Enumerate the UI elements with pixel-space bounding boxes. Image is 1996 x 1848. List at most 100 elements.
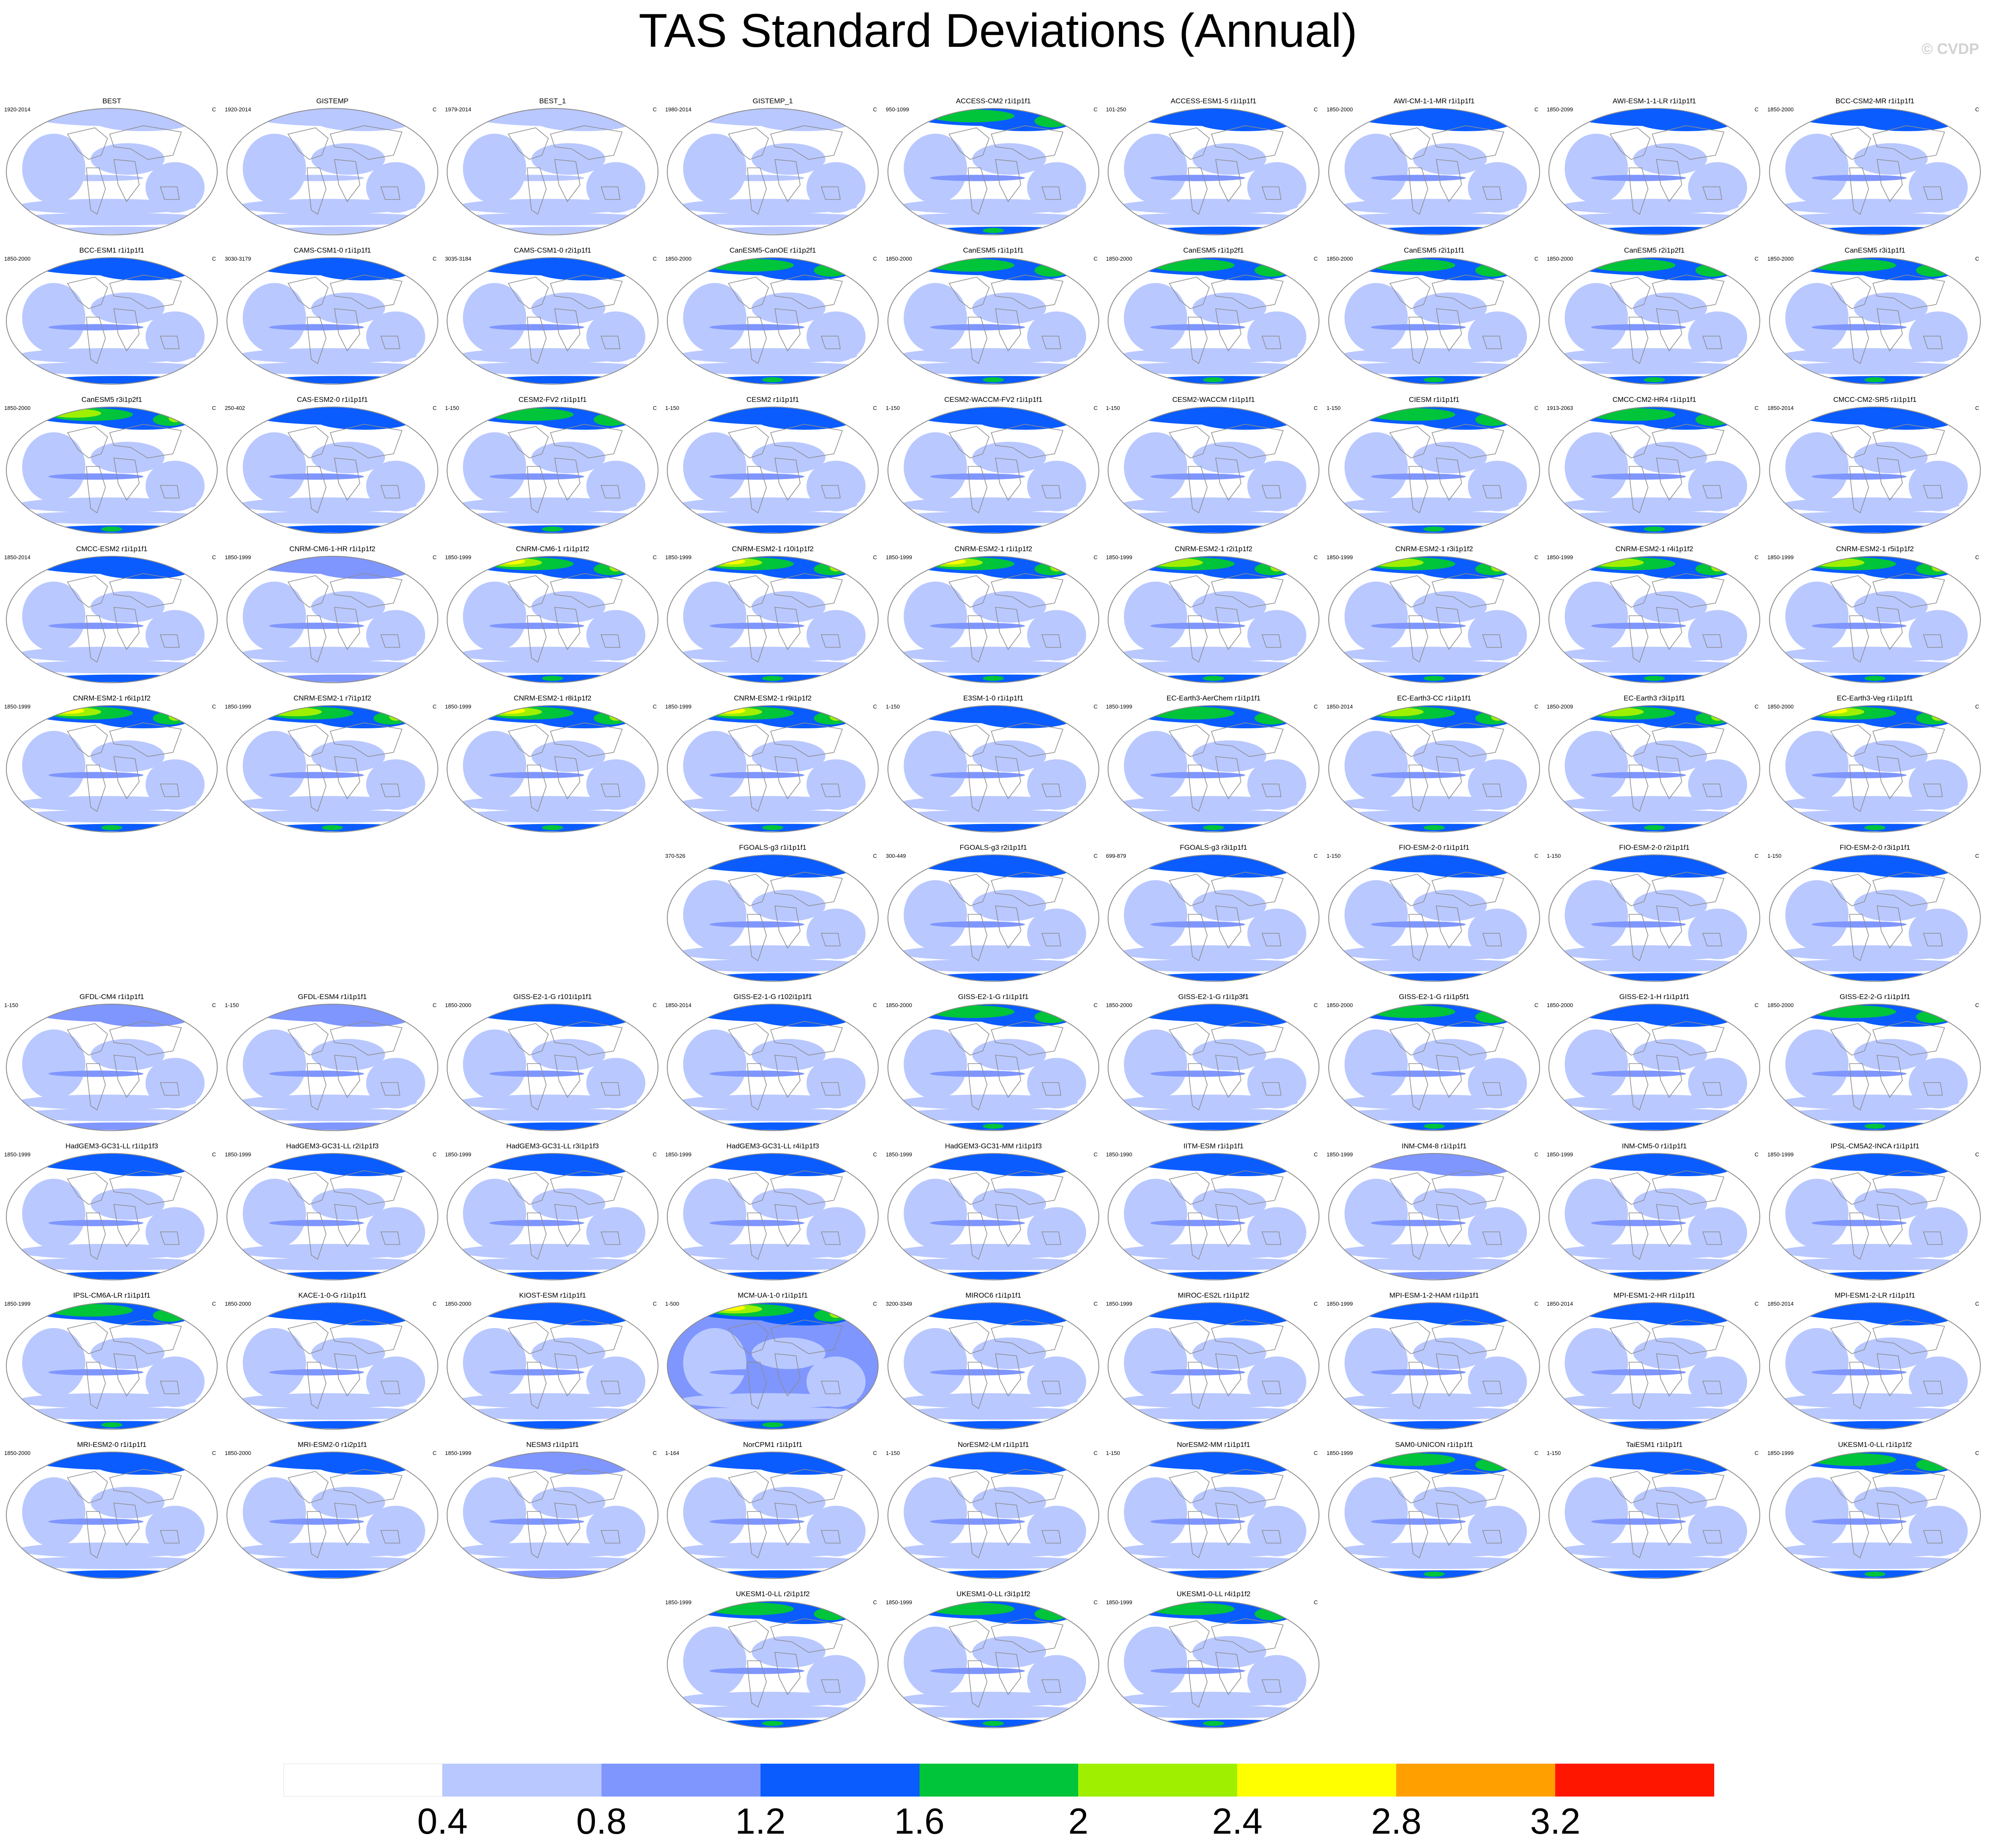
continent-outline [507,1023,549,1056]
panel-period: 1-150 [1327,405,1341,411]
contour-region [1785,582,1849,651]
contour-region [1909,759,1968,810]
contour-region [930,824,1078,832]
continent-outline [600,1381,620,1394]
world-map [887,1601,1099,1728]
colorbar-tick-label: 2 [1068,1801,1089,1842]
contour-region [930,973,1078,981]
contour-region [1371,772,1466,779]
continent-outline [113,458,140,501]
contour-region [49,1220,143,1226]
map-border [447,1004,658,1131]
continent-outline [968,615,987,663]
map-border [1548,1302,1760,1430]
map-panel: IPSL-CM5A2-INCA r1i1p1f1 1850-1999 C [1765,1142,1985,1285]
continent-outline [1629,615,1648,663]
panel-unit: C [432,405,437,411]
map-border [887,108,1099,235]
contour-region [814,264,848,277]
contour-field [11,407,212,533]
contour-region [1424,377,1445,383]
contour-field [1775,556,1975,682]
contour-region [458,199,637,214]
contour-region [542,526,563,532]
continent-outline [1656,607,1682,650]
panel-title: BCC-CSM2-MR r1i1p1f1 [1835,97,1915,105]
contour-region [1695,413,1729,426]
panel-period: 1850-1999 [1327,1301,1353,1307]
continent-outline [287,1471,329,1503]
contour-region [1113,660,1314,673]
colorbar-segment [919,1764,1079,1797]
continent-outline [1609,1471,1651,1503]
panel-title: CanESM5 r3i1p2f1 [81,396,142,404]
contour-region [1113,1258,1314,1271]
contour-field [893,108,1094,234]
panel-unit: C [653,1151,657,1158]
contour-field [1775,1153,1975,1280]
contour-region [11,213,212,226]
contour-region [1554,810,1755,823]
map-panel: KACE-1-0-G r1i1p1f1 1850-2000 C [222,1291,442,1435]
panel-unit: C [212,1301,216,1307]
contour-region [930,175,1025,181]
contour-region [452,1407,653,1420]
world-map [1769,1302,1981,1430]
contour-region [1633,1487,1707,1519]
contour-region [489,175,584,181]
panel-unit: C [653,1450,657,1456]
continent-outline [334,159,360,202]
contour-region [1247,162,1306,213]
contour-region [709,175,804,181]
map-panel: CanESM5 r1i1p2f1 1850-2000 C [1103,246,1324,390]
contour-region [463,134,526,203]
continent-outline [1261,1679,1281,1693]
contour-region [49,622,143,629]
contour-region [1413,1188,1487,1220]
contour-region [366,1058,425,1109]
contour-region [531,292,605,324]
contour-region [678,1692,857,1707]
contour-region [1854,591,1928,623]
continent-outline [1211,1618,1284,1653]
contour-region [1124,1029,1187,1099]
contour-region [1491,713,1504,721]
continent-outline [1408,765,1428,812]
continent-outline [1872,1320,1945,1354]
panel-unit: C [1093,554,1098,560]
contour-region [146,1356,205,1407]
panel-title: FGOALS-g3 r1i1p1f1 [739,843,806,851]
contour-field [893,556,1094,682]
contour-region [806,1356,866,1407]
panel-unit: C [1534,853,1538,859]
contour-region [153,1309,187,1322]
contour-region [146,759,205,810]
continent-outline [159,485,180,498]
panel-title: GFDL-CM4 r1i1p1f1 [79,993,144,1001]
contour-region [1413,442,1487,474]
contour-region [269,1220,364,1226]
continent-outline [1656,905,1682,949]
contour-region [316,1308,412,1325]
continent-outline [1609,575,1651,608]
contour-region [1339,1244,1519,1259]
contour-region [972,442,1046,474]
contour-region [1468,759,1527,810]
panel-unit: C [1093,703,1098,710]
contour-region [1192,1487,1266,1519]
map-panel: CMCC-ESM2 r1i1p1f1 1850-2014 C [2,545,222,688]
contour-region [1198,1009,1293,1027]
continent-outline [1830,874,1871,906]
contour-region [893,1407,1094,1420]
map-border [447,705,658,832]
panel-title: MCM-UA-1-0 r1i1p1f1 [737,1291,808,1299]
continent-outline [1651,275,1725,309]
contour-region [1688,908,1747,959]
continent-outline [1872,1021,1945,1056]
continent-outline [287,575,329,608]
panel-period: 3030-3179 [225,256,251,262]
panel-title: CanESM5 r2i1p2f1 [1624,246,1685,254]
contour-region [814,1608,848,1620]
contour-region [1775,1108,1975,1121]
contour-region [1254,1608,1289,1620]
